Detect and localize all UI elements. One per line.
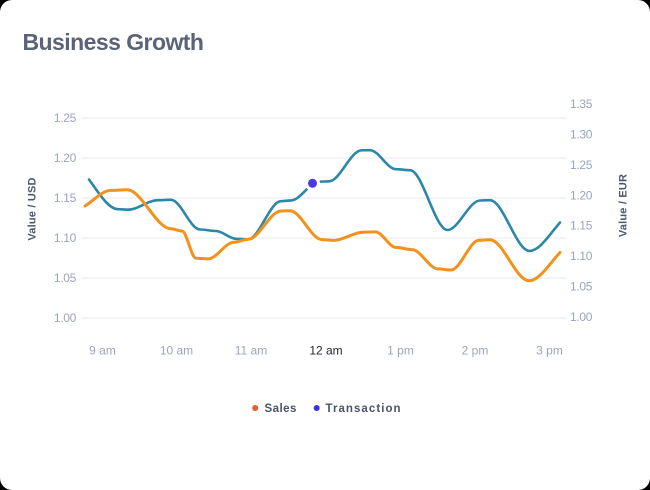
svg-text:3 pm: 3 pm (536, 344, 563, 358)
svg-text:1.05: 1.05 (570, 280, 593, 294)
svg-text:1.10: 1.10 (54, 231, 77, 245)
svg-text:1.20: 1.20 (54, 151, 77, 165)
svg-text:9 am: 9 am (89, 344, 116, 358)
svg-text:1.00: 1.00 (54, 311, 77, 325)
svg-text:10 am: 10 am (160, 344, 193, 358)
svg-text:1.10: 1.10 (570, 249, 593, 263)
svg-text:1.05: 1.05 (54, 271, 77, 285)
svg-text:1.30: 1.30 (570, 127, 593, 141)
svg-text:1.25: 1.25 (570, 158, 593, 172)
svg-text:Value / USD: Value / USD (27, 177, 39, 240)
svg-text:1.25: 1.25 (54, 111, 77, 125)
svg-text:Value / EUR: Value / EUR (617, 174, 629, 237)
svg-text:1.20: 1.20 (570, 188, 593, 202)
svg-text:11 am: 11 am (235, 344, 267, 358)
svg-text:12 am: 12 am (309, 344, 342, 358)
svg-text:1.15: 1.15 (570, 219, 593, 233)
svg-text:1.35: 1.35 (570, 97, 593, 111)
svg-text:2 pm: 2 pm (462, 344, 489, 358)
svg-text:Transaction: Transaction (326, 403, 402, 415)
svg-text:1 pm: 1 pm (387, 344, 414, 358)
svg-text:1.15: 1.15 (54, 191, 77, 205)
svg-text:Sales: Sales (265, 403, 297, 415)
svg-text:1.00: 1.00 (570, 310, 593, 324)
